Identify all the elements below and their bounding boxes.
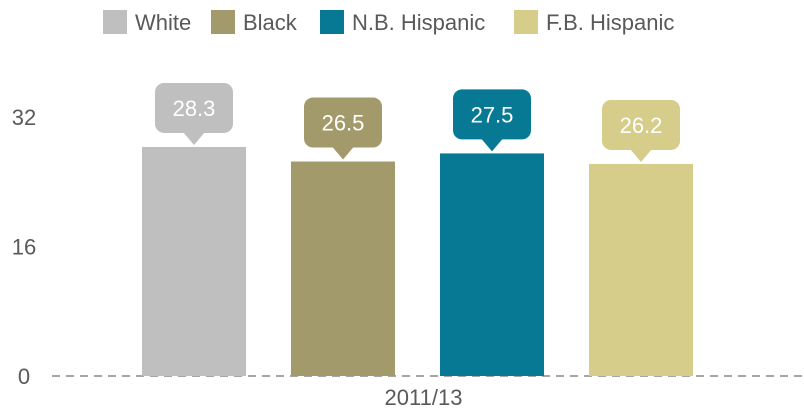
x-axis: 2011/13 [385, 385, 463, 410]
legend-swatch-f-b-hispanic [514, 10, 538, 34]
legend: White Black N.B. Hispanic F.B. Hispanic [103, 10, 674, 35]
data-label-pointer-black [332, 146, 354, 160]
y-tick-label: 32 [12, 105, 36, 130]
data-label-white: 28.3 [173, 96, 216, 121]
legend-swatch-black [211, 10, 235, 34]
legend-swatch-white [103, 10, 127, 34]
data-label-black: 26.5 [322, 111, 365, 136]
data-label-f-b-hispanic: 26.2 [620, 113, 663, 138]
x-category-label: 2011/13 [385, 385, 463, 410]
data-label-bubble-black [304, 97, 382, 148]
bar-black [291, 161, 395, 376]
legend-swatch-n-b-hispanic [320, 10, 344, 34]
data-label-pointer-white [183, 131, 205, 145]
y-axis: 0 16 32 [12, 105, 36, 389]
data-label-bubble-white [155, 82, 233, 133]
data-label-pointer-f-b-hispanic [630, 148, 652, 162]
data-label-n-b-hispanic: 27.5 [471, 102, 514, 127]
data-label-pointer-n-b-hispanic [481, 138, 503, 152]
y-tick-label: 0 [18, 364, 30, 389]
bar-f-b-hispanic [589, 163, 693, 376]
bar-white [142, 146, 246, 376]
legend-label-f-b-hispanic: F.B. Hispanic [546, 10, 674, 35]
legend-label-black: Black [243, 10, 298, 35]
data-label-bubble-n-b-hispanic [453, 89, 531, 140]
bars: 28.3 26.5 27.5 26.2 [142, 82, 693, 376]
legend-label-white: White [135, 10, 191, 35]
bar-n-b-hispanic [440, 153, 544, 376]
legend-label-n-b-hispanic: N.B. Hispanic [352, 10, 485, 35]
y-tick-label: 16 [12, 235, 36, 260]
data-label-bubble-f-b-hispanic [602, 99, 680, 150]
